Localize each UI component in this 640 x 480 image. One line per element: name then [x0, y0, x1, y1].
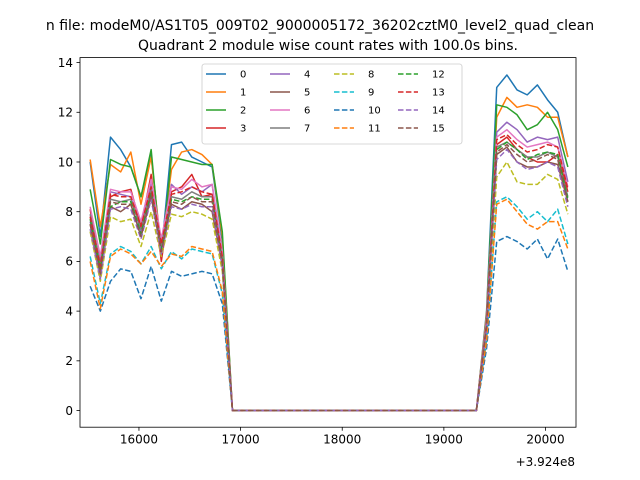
series-line-15: [89, 143, 569, 412]
legend-label-3: 3: [240, 124, 246, 135]
x-tick-label: 18000: [323, 433, 361, 447]
legend-label-10: 10: [368, 106, 381, 117]
x-tick-label: 19000: [425, 433, 463, 447]
legend-label-15: 15: [432, 124, 445, 135]
legend-label-5: 5: [304, 88, 310, 99]
series-line-9: [89, 196, 569, 412]
series-line-13: [89, 133, 569, 412]
y-tick-label: 12: [58, 106, 73, 120]
legend-label-2: 2: [240, 106, 246, 117]
y-tick-label: 10: [58, 155, 73, 169]
series-line-8: [89, 161, 569, 412]
series-line-12: [89, 141, 569, 412]
legend-box: [201, 63, 463, 145]
x-tick-label: 16000: [120, 433, 158, 447]
legend-label-6: 6: [304, 106, 310, 117]
y-tick-label: 0: [65, 404, 73, 418]
legend-label-7: 7: [304, 124, 310, 135]
y-tick-label: 4: [65, 304, 73, 318]
legend-label-12: 12: [432, 70, 445, 81]
series-line-6: [89, 128, 569, 412]
y-tick-label: 14: [58, 56, 73, 70]
series-line-14: [89, 148, 569, 412]
legend-label-11: 11: [368, 124, 381, 135]
x-axis-offset-label: +3.924e8: [516, 455, 575, 469]
y-tick-label: 2: [65, 354, 73, 368]
legend-label-9: 9: [368, 88, 374, 99]
y-tick-label: 6: [65, 255, 73, 269]
axes-frame: [79, 57, 577, 428]
legend-label-0: 0: [240, 70, 246, 81]
legend-label-13: 13: [432, 88, 445, 99]
x-tick-label: 20000: [526, 433, 564, 447]
series-line-2: [89, 104, 569, 412]
legend-label-1: 1: [240, 88, 246, 99]
legend-label-4: 4: [304, 70, 310, 81]
y-tick-label: 8: [65, 205, 73, 219]
series-line-10: [89, 235, 569, 412]
chart-suptitle: n file: modeM0/AS1T05_009T02_9000005172_…: [46, 18, 594, 34]
chart-title: Quadrant 2 module wise count rates with …: [138, 38, 518, 54]
series-group: [89, 74, 569, 412]
series-line-7: [89, 141, 569, 412]
x-tick-label: 17000: [221, 433, 259, 447]
legend-label-8: 8: [368, 70, 374, 81]
legend-label-14: 14: [432, 106, 445, 117]
series-line-11: [89, 198, 569, 412]
